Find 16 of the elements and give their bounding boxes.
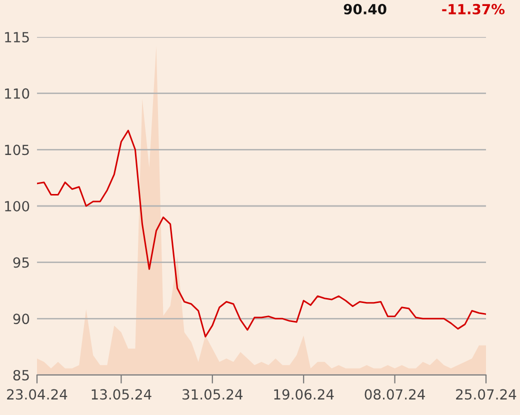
x-tick-label: 08.07.24 <box>364 389 425 400</box>
y-tick-label: 100 <box>5 200 30 212</box>
x-tick-label: 23.04.24 <box>7 389 68 400</box>
x-tick-label: 13.05.24 <box>92 389 152 400</box>
y-tick-label: 110 <box>5 88 30 99</box>
y-tick-label: 90 <box>13 314 30 324</box>
y-tick-label: 85 <box>13 370 29 380</box>
text: -11.37% <box>442 4 505 14</box>
x-tick-label: 19.06.24 <box>274 389 334 400</box>
line-series <box>37 130 486 338</box>
x-tick-label: 31.05.24 <box>182 389 243 400</box>
x-tick-label: 25.07.24 <box>456 389 516 400</box>
y-tick-label: 115 <box>5 32 29 42</box>
y-tick-label: 105 <box>5 144 29 156</box>
text: 90.40 <box>344 4 386 14</box>
y-tick-label: 95 <box>13 257 29 268</box>
